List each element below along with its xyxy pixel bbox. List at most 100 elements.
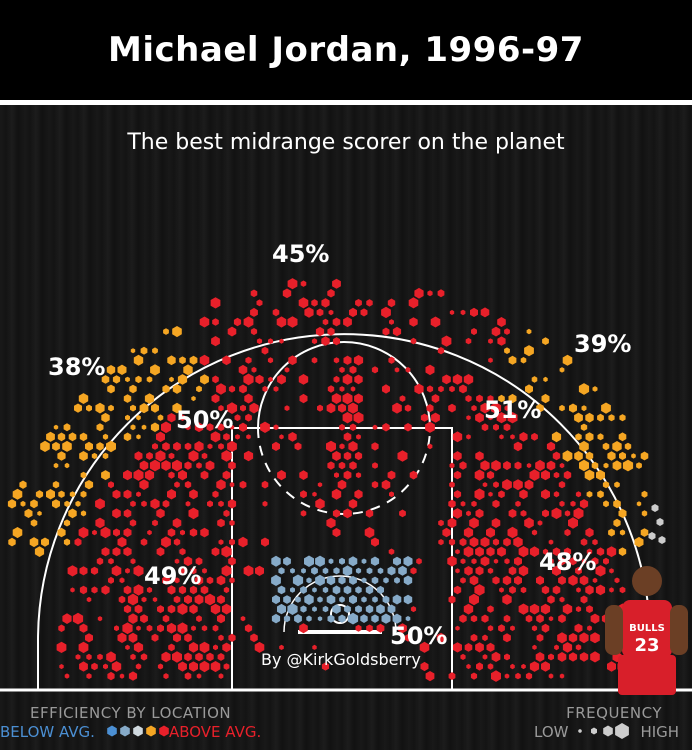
shot-hexagon — [100, 526, 111, 539]
shot-hexagon — [134, 604, 143, 614]
shot-hexagon — [372, 462, 378, 469]
shot-hexagon — [106, 440, 116, 453]
legend-frequency-row: LOW HIGH — [534, 723, 679, 741]
shot-hexagon — [199, 316, 210, 328]
shot-hexagon — [304, 555, 314, 567]
shot-hexagon — [547, 595, 555, 604]
shot-hexagon — [492, 538, 500, 546]
shot-hexagon — [513, 479, 523, 491]
shot-hexagon — [507, 412, 518, 424]
shot-hexagon — [573, 507, 584, 520]
shot-hexagon — [333, 357, 340, 364]
shot-hexagon — [502, 575, 512, 586]
shot-hexagon — [123, 604, 132, 614]
shot-hexagon — [59, 664, 64, 670]
shot-hexagon — [459, 614, 467, 623]
shot-hexagon — [463, 546, 474, 558]
shot-hexagon — [107, 384, 115, 394]
zone-pct-left-baseline: 49% — [144, 562, 202, 590]
shot-hexagon — [191, 396, 196, 402]
shot-hexagon — [609, 568, 614, 574]
shot-hexagon — [541, 469, 550, 481]
shot-hexagon — [233, 317, 242, 327]
shot-hexagon — [284, 405, 290, 411]
shot-hexagon — [559, 673, 565, 679]
shot-hexagon — [529, 469, 540, 481]
shot-hexagon — [526, 328, 532, 335]
shot-hexagon — [246, 434, 251, 440]
shot-hexagon — [161, 460, 171, 471]
shot-hexagon — [361, 596, 367, 603]
shot-hexagon — [184, 442, 192, 451]
shot-hexagon — [123, 585, 132, 595]
shot-hexagon — [382, 327, 390, 336]
shot-hexagon — [200, 585, 209, 595]
shot-hexagon — [392, 613, 402, 624]
shot-hexagon — [240, 616, 246, 622]
shot-hexagon — [392, 402, 402, 414]
shot-hexagon — [196, 385, 202, 393]
legend-hexagons — [107, 723, 629, 739]
shot-hexagon — [562, 354, 573, 366]
shot-hexagon — [322, 605, 329, 613]
shot-hexagon — [397, 450, 408, 462]
shot-hexagon — [466, 415, 471, 421]
shot-hexagon — [510, 625, 515, 631]
shot-hexagon — [133, 642, 144, 653]
shot-hexagon — [481, 423, 489, 432]
free-throw-circle-bottom — [257, 427, 431, 515]
shot-hexagon — [353, 355, 364, 366]
shot-hexagon — [514, 575, 522, 585]
shot-hexagon — [172, 518, 182, 528]
shot-hexagon — [430, 316, 441, 328]
shot-hexagon — [585, 585, 594, 595]
shot-hexagon — [326, 575, 336, 586]
shot-hexagon — [608, 414, 615, 422]
shot-hexagon — [167, 413, 176, 423]
shot-hexagon — [191, 625, 196, 631]
shot-hexagon — [300, 586, 307, 594]
shot-hexagon — [338, 576, 346, 585]
shot-hexagon — [431, 412, 440, 423]
shot-hexagon — [184, 461, 192, 470]
shot-hexagon — [315, 326, 325, 337]
shot-hexagon — [150, 422, 160, 432]
shot-hexagon — [459, 461, 467, 470]
shot-hexagon — [470, 633, 478, 642]
shot-hexagon — [507, 526, 518, 539]
shot-hexagon — [455, 568, 460, 574]
shot-hexagon — [295, 596, 301, 603]
shot-hexagon — [157, 663, 164, 670]
legend-above-label: ABOVE AVG. — [168, 723, 262, 741]
shot-hexagon — [321, 662, 330, 671]
shot-hexagon — [123, 394, 132, 403]
shot-hexagon — [228, 385, 236, 393]
shot-hexagon — [437, 289, 445, 298]
shot-hexagon — [487, 605, 494, 613]
shot-hexagon — [57, 527, 66, 538]
shot-hexagon — [211, 394, 220, 404]
shot-hexagon — [460, 577, 466, 584]
shot-hexagon — [206, 576, 214, 585]
shot-hexagon — [74, 403, 82, 413]
shot-hexagon — [350, 386, 356, 392]
shot-hexagon — [558, 481, 566, 489]
shot-hexagon — [342, 373, 353, 385]
shot-hexagon — [371, 366, 379, 374]
shot-hexagon — [312, 587, 317, 593]
shot-hexagon — [53, 424, 59, 430]
shot-hexagon — [101, 412, 110, 423]
shot-hexagon — [387, 298, 396, 308]
shot-hexagon — [459, 384, 467, 394]
shot-hexagon — [162, 442, 170, 451]
shot-hexagon — [354, 393, 363, 404]
shot-hexagon — [596, 547, 605, 556]
shot-hexagon — [383, 577, 389, 584]
shot-hexagon — [206, 423, 214, 432]
shot-hexagon — [108, 404, 114, 412]
legend-efficiency-hexagon — [107, 725, 117, 737]
shot-hexagon — [113, 528, 120, 537]
shot-hexagon — [86, 404, 92, 412]
shot-hexagon — [447, 555, 457, 567]
shot-hexagon — [243, 450, 254, 462]
